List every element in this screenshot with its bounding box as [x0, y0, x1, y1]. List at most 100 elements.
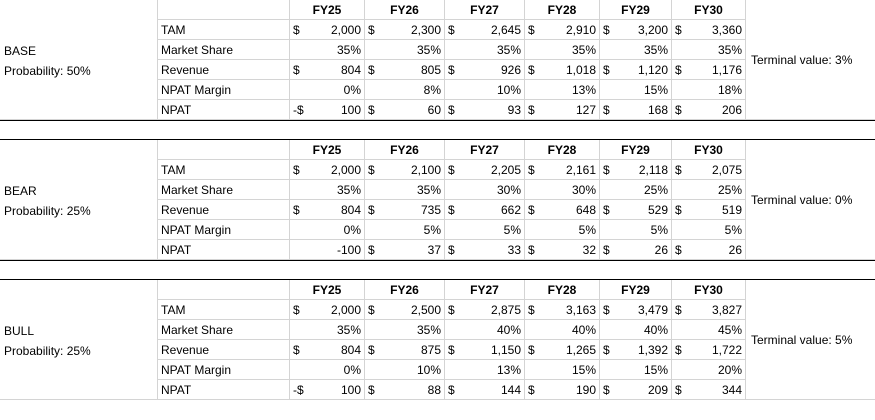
year-header-fy28[interactable]: FY28 — [525, 140, 600, 160]
row-label-npat-margin[interactable]: NPAT Margin — [158, 360, 290, 380]
row-label-tam[interactable]: TAM — [158, 20, 290, 40]
data-cell[interactable]: $2,118 — [600, 160, 672, 180]
row-label-npat-margin[interactable]: NPAT Margin — [158, 220, 290, 240]
data-cell[interactable]: 40% — [525, 320, 600, 340]
data-cell[interactable]: $662 — [445, 200, 525, 220]
data-cell[interactable]: $1,120 — [600, 60, 672, 80]
year-header-fy25[interactable]: FY25 — [290, 140, 365, 160]
data-cell[interactable]: 0% — [290, 220, 365, 240]
year-header-fy28[interactable]: FY28 — [525, 0, 600, 20]
data-cell[interactable]: 35% — [365, 40, 445, 60]
row-label-revenue[interactable]: Revenue — [158, 340, 290, 360]
data-cell[interactable]: 5% — [365, 220, 445, 240]
data-cell[interactable]: $529 — [600, 200, 672, 220]
data-cell[interactable]: $2,075 — [672, 160, 746, 180]
data-cell[interactable]: $26 — [600, 240, 672, 260]
data-cell[interactable]: $2,300 — [365, 20, 445, 40]
data-cell[interactable]: $206 — [672, 100, 746, 120]
data-cell[interactable]: $37 — [365, 240, 445, 260]
data-cell[interactable]: $735 — [365, 200, 445, 220]
data-cell[interactable]: $2,910 — [525, 20, 600, 40]
data-cell[interactable]: 0% — [290, 360, 365, 380]
row-label-revenue[interactable]: Revenue — [158, 200, 290, 220]
data-cell[interactable]: $648 — [525, 200, 600, 220]
year-header-fy29[interactable]: FY29 — [600, 0, 672, 20]
data-cell[interactable]: $60 — [365, 100, 445, 120]
row-label-npat[interactable]: NPAT — [158, 240, 290, 260]
year-header-fy25[interactable]: FY25 — [290, 0, 365, 20]
data-cell[interactable]: 35% — [600, 40, 672, 60]
terminal-column[interactable] — [746, 140, 875, 260]
data-cell[interactable]: 5% — [672, 220, 746, 240]
scenario-label-cell[interactable]: BULL Probability: 25% — [0, 280, 158, 400]
data-cell[interactable]: 45% — [672, 320, 746, 340]
data-cell[interactable]: $1,018 — [525, 60, 600, 80]
data-cell[interactable]: 35% — [365, 320, 445, 340]
data-cell[interactable]: -$ 100 — [290, 380, 365, 400]
terminal-column[interactable] — [746, 280, 875, 400]
data-cell[interactable]: $804 — [290, 340, 365, 360]
data-cell[interactable]: $209 — [600, 380, 672, 400]
row-label-market-share[interactable]: Market Share — [158, 320, 290, 340]
data-cell[interactable]: $168 — [600, 100, 672, 120]
data-cell[interactable]: $2,875 — [445, 300, 525, 320]
data-cell[interactable]: 8% — [365, 80, 445, 100]
year-header-fy26[interactable]: FY26 — [365, 0, 445, 20]
data-cell[interactable]: 30% — [525, 180, 600, 200]
data-cell[interactable]: $2,205 — [445, 160, 525, 180]
data-cell[interactable]: $3,163 — [525, 300, 600, 320]
data-cell[interactable]: 15% — [600, 80, 672, 100]
year-header-fy29[interactable]: FY29 — [600, 140, 672, 160]
data-cell[interactable]: 15% — [600, 360, 672, 380]
data-cell[interactable]: $1,150 — [445, 340, 525, 360]
data-cell[interactable]: 13% — [525, 80, 600, 100]
data-cell[interactable]: $3,360 — [672, 20, 746, 40]
data-cell[interactable]: $190 — [525, 380, 600, 400]
year-header-fy30[interactable]: FY30 — [672, 0, 746, 20]
data-cell[interactable]: 35% — [365, 180, 445, 200]
data-cell[interactable]: 25% — [672, 180, 746, 200]
data-cell[interactable]: $93 — [445, 100, 525, 120]
data-cell[interactable]: 5% — [525, 220, 600, 240]
data-cell[interactable]: $33 — [445, 240, 525, 260]
year-header-fy27[interactable]: FY27 — [445, 280, 525, 300]
data-cell[interactable]: $519 — [672, 200, 746, 220]
data-cell[interactable]: 18% — [672, 80, 746, 100]
data-cell[interactable]: 13% — [445, 360, 525, 380]
header-blank-cell[interactable] — [158, 140, 290, 160]
header-blank-cell[interactable] — [158, 0, 290, 20]
row-label-market-share[interactable]: Market Share — [158, 40, 290, 60]
year-header-fy27[interactable]: FY27 — [445, 0, 525, 20]
data-cell[interactable]: $804 — [290, 60, 365, 80]
data-cell[interactable]: 35% — [290, 40, 365, 60]
data-cell[interactable]: $2,000 — [290, 20, 365, 40]
year-header-fy30[interactable]: FY30 — [672, 280, 746, 300]
data-cell[interactable]: 35% — [525, 40, 600, 60]
data-cell[interactable]: 10% — [365, 360, 445, 380]
row-label-revenue[interactable]: Revenue — [158, 60, 290, 80]
data-cell[interactable]: $144 — [445, 380, 525, 400]
row-label-tam[interactable]: TAM — [158, 160, 290, 180]
data-cell[interactable]: 0% — [290, 80, 365, 100]
data-cell[interactable]: 20% — [672, 360, 746, 380]
data-cell[interactable]: 5% — [445, 220, 525, 240]
year-header-fy26[interactable]: FY26 — [365, 140, 445, 160]
scenario-label-cell[interactable]: BASE Probability: 50% — [0, 0, 158, 120]
data-cell[interactable]: $3,200 — [600, 20, 672, 40]
year-header-fy28[interactable]: FY28 — [525, 280, 600, 300]
header-blank-cell[interactable] — [158, 280, 290, 300]
year-header-fy25[interactable]: FY25 — [290, 280, 365, 300]
row-label-npat[interactable]: NPAT — [158, 100, 290, 120]
row-label-market-share[interactable]: Market Share — [158, 180, 290, 200]
data-cell[interactable]: 35% — [445, 40, 525, 60]
data-cell[interactable]: $804 — [290, 200, 365, 220]
data-cell[interactable]: -$ 100 — [290, 100, 365, 120]
year-header-fy29[interactable]: FY29 — [600, 280, 672, 300]
data-cell[interactable]: 30% — [445, 180, 525, 200]
data-cell[interactable]: $875 — [365, 340, 445, 360]
data-cell[interactable]: -100 — [290, 240, 365, 260]
data-cell[interactable]: $88 — [365, 380, 445, 400]
data-cell[interactable]: 15% — [525, 360, 600, 380]
data-cell[interactable]: $1,722 — [672, 340, 746, 360]
data-cell[interactable]: $1,176 — [672, 60, 746, 80]
